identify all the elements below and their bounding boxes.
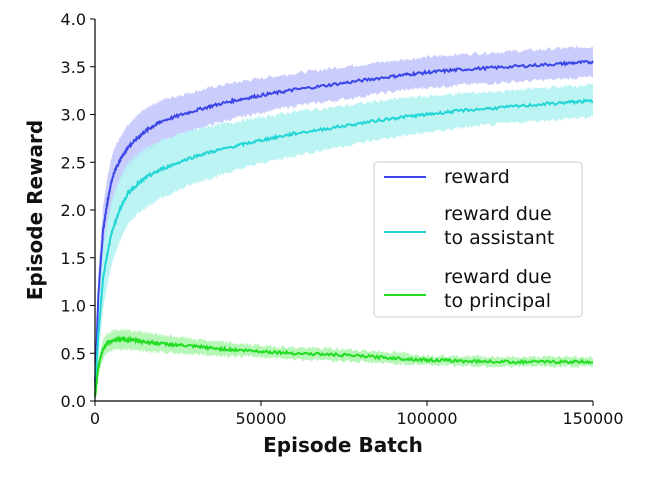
y-tick-label: 1.5 [61,249,86,268]
series-line-0 [94,59,594,383]
y-tick-label: 2.5 [61,153,86,172]
band-1 [95,83,593,393]
legend-label-1: to assistant [444,227,554,249]
legend-label-0: reward [444,166,510,188]
series-lines [94,59,594,397]
legend-box [373,161,583,318]
y-tick-label: 2.0 [61,201,86,220]
x-axis-ticks: 0 50000 100000 150000 [90,401,624,428]
confidence-bands [95,45,593,400]
x-tick-label: 150000 [562,409,623,428]
x-tick-label: 50000 [236,409,287,428]
legend-label-1: reward due [444,203,552,225]
y-tick-label: 4.0 [61,10,86,29]
y-tick-label: 3.5 [61,58,86,77]
band-2 [95,328,593,400]
band-0 [95,45,593,389]
y-tick-label: 0.0 [61,392,86,411]
y-tick-label: 3.0 [61,106,86,125]
x-tick-label: 100000 [396,409,457,428]
x-tick-label: 0 [90,409,100,428]
series-line-1 [94,98,594,387]
y-tick-label: 0.5 [61,344,86,363]
legend-label-2: to principal [444,290,551,312]
y-axis-title: Episode Reward [23,120,47,300]
legend-label-2: reward due [444,266,552,288]
series-line-2 [94,334,594,397]
y-axis-ticks: 0.0 0.5 1.0 1.5 2.0 2.5 3.0 3.5 4.0 [61,10,95,411]
x-axis-title: Episode Batch [263,433,423,457]
y-tick-label: 1.0 [61,297,86,316]
